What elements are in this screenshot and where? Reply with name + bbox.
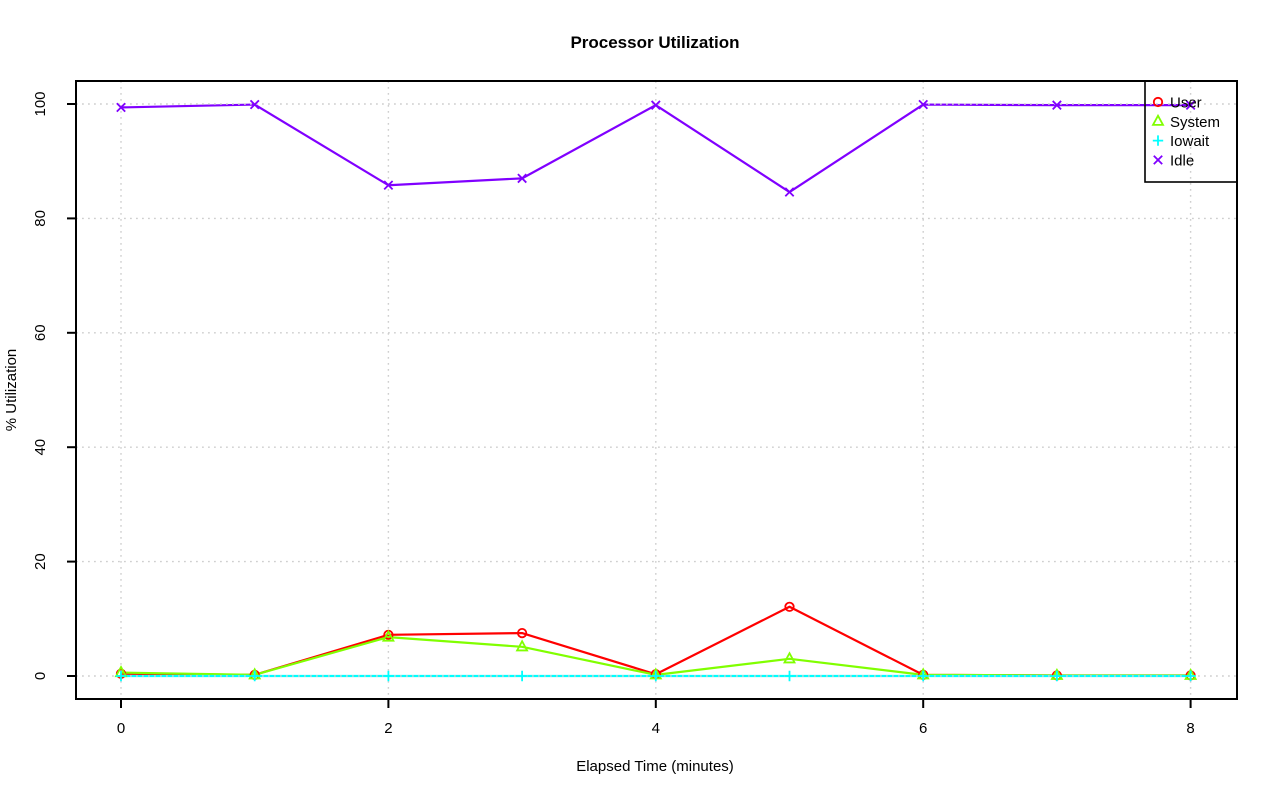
x-marker-idle <box>650 100 661 110</box>
x-axis-label: Elapsed Time (minutes) <box>576 758 734 775</box>
x-marker-idle <box>116 102 126 113</box>
y-axis-ticks <box>67 103 76 677</box>
plus-marker-iowait <box>516 670 528 682</box>
x-marker-idle <box>1185 100 1196 110</box>
legend-marker-user <box>1152 96 1164 108</box>
triangle-marker-system <box>782 651 797 664</box>
gridlines <box>76 81 1237 699</box>
x-marker-idle <box>383 180 394 191</box>
x-axis-ticks <box>120 699 1192 708</box>
y-tick-label: 60 <box>32 324 49 341</box>
legend-label-idle: Idle <box>1170 152 1194 169</box>
y-tick-label: 100 <box>32 91 49 116</box>
series-markers <box>114 99 1198 682</box>
x-axis-tick-labels: 0 2 4 6 8 <box>117 720 1195 737</box>
plus-marker-iowait <box>918 670 929 682</box>
y-tick-label: 20 <box>32 553 49 570</box>
legend-marker-iowait <box>1152 135 1164 146</box>
plot-border <box>75 80 1238 700</box>
legend-label-iowait: Iowait <box>1170 133 1210 150</box>
x-tick-label: 2 <box>384 720 392 737</box>
x-marker-idle <box>918 99 929 110</box>
legend-marker-system <box>1151 113 1165 126</box>
x-tick-label: 8 <box>1186 720 1194 737</box>
legend-marker-idle <box>1153 155 1163 165</box>
plus-marker-iowait <box>383 670 394 682</box>
x-tick-label: 0 <box>117 720 125 737</box>
x-marker-idle <box>249 99 260 110</box>
plus-marker-iowait <box>1051 670 1063 682</box>
x-marker-idle <box>784 187 795 197</box>
x-marker-idle <box>1052 100 1062 110</box>
plus-marker-iowait <box>249 670 260 682</box>
legend-label-user: User <box>1170 95 1202 112</box>
plus-marker-iowait <box>1185 670 1196 682</box>
legend: User System Iowait Idle <box>1144 80 1238 183</box>
series-line-user <box>120 605 1191 677</box>
triangle-marker-system <box>515 639 529 652</box>
x-marker-idle <box>517 173 527 184</box>
legend-box <box>1144 80 1238 183</box>
chart-title: Processor Utilization <box>570 33 739 52</box>
plus-marker-iowait <box>650 670 661 682</box>
plus-marker-iowait <box>784 670 795 682</box>
x-tick-label: 4 <box>652 720 660 737</box>
plus-marker-iowait <box>115 670 127 682</box>
y-tick-label: 80 <box>32 210 49 227</box>
y-tick-label: 0 <box>32 672 49 680</box>
y-axis-tick-labels: 0 20 40 60 80 100 <box>32 91 49 680</box>
x-tick-label: 6 <box>919 720 927 737</box>
y-axis-label: % Utilization <box>3 349 20 432</box>
triangle-marker-system <box>381 629 395 642</box>
y-tick-label: 40 <box>32 439 49 456</box>
circle-marker-user <box>516 627 528 639</box>
circle-marker-user <box>784 601 795 612</box>
legend-label-system: System <box>1170 114 1220 131</box>
